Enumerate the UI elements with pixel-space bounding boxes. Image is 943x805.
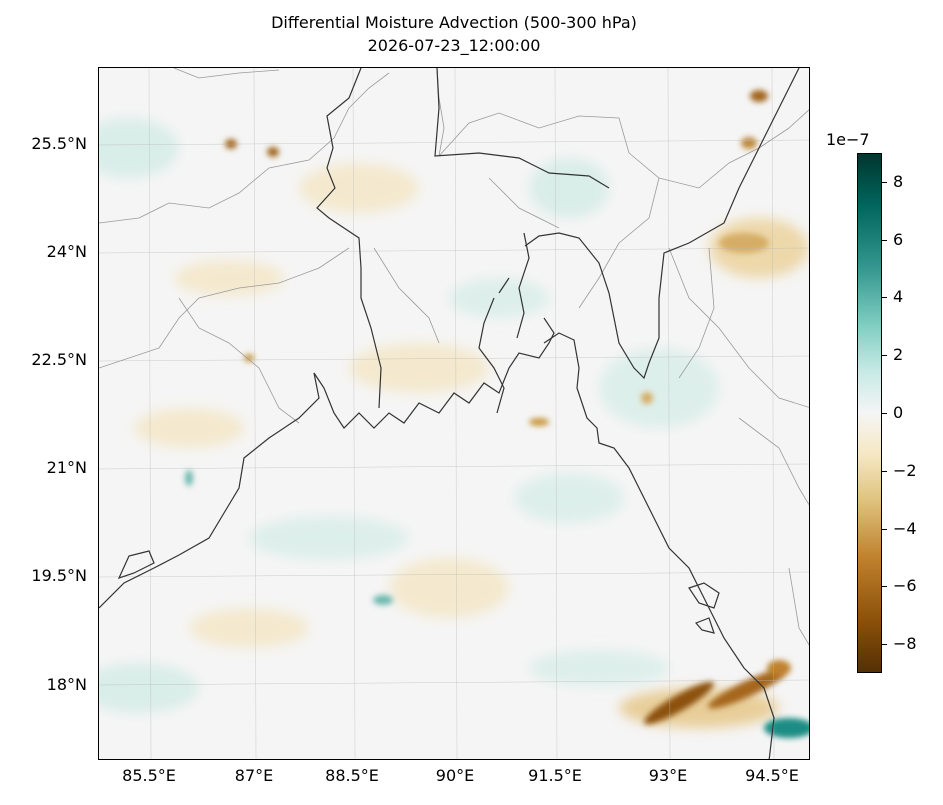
lon-label: 93°E: [648, 766, 688, 785]
colorbar-tick-mark: [882, 355, 887, 357]
colorbar-tick-mark: [882, 239, 887, 241]
colorbar-exponent: 1e−7: [826, 130, 870, 149]
advection-hotspots: [185, 90, 809, 738]
map-canvas: [99, 68, 809, 759]
lon-label: 88.5°E: [325, 766, 379, 785]
colorbar-tick-label: −8: [893, 634, 917, 654]
lon-label: 90°E: [435, 766, 475, 785]
map-panel: [98, 67, 810, 760]
lon-label: 85.5°E: [122, 766, 176, 785]
lat-label: 18°N: [46, 675, 87, 694]
admin-borders: [99, 68, 809, 646]
colorbar-tick-label: −6: [893, 576, 917, 596]
colorbar-tick-label: 2: [893, 345, 904, 365]
colorbar-tick-label: 8: [893, 171, 904, 191]
colorbar-tick-label: −4: [893, 518, 917, 538]
colorbar-tick-mark: [882, 644, 887, 646]
lon-label: 94.5°E: [745, 766, 799, 785]
lon-label: 91.5°E: [528, 766, 582, 785]
colorbar-tick-label: 0: [893, 403, 904, 422]
lat-label: 24°N: [46, 242, 87, 261]
colorbar-tick-mark: [882, 297, 887, 299]
lat-label: 22.5°N: [31, 350, 87, 369]
advection-field: [99, 118, 809, 728]
colorbar-tick-label: 6: [893, 229, 904, 249]
lon-label: 87°E: [234, 766, 274, 785]
colorbar-tick-mark: [882, 413, 887, 414]
graticule-grid: [99, 68, 809, 759]
coastlines-country-borders: [99, 68, 800, 759]
lat-label: 25.5°N: [31, 134, 87, 153]
colorbar: [857, 153, 882, 673]
lat-label: 19.5°N: [31, 566, 87, 585]
map-subtitle-timestamp: 2026-07-23_12:00:00: [367, 36, 541, 55]
map-title: Differential Moisture Advection (500-300…: [271, 13, 637, 32]
colorbar-tick-mark: [882, 181, 887, 183]
colorbar-tick-mark: [882, 528, 887, 530]
colorbar-tick-label: −2: [893, 460, 917, 480]
colorbar-tick-mark: [882, 470, 887, 472]
colorbar-tick-mark: [882, 586, 887, 588]
colorbar-tick-label: 4: [893, 287, 904, 307]
lat-label: 21°N: [46, 458, 87, 477]
